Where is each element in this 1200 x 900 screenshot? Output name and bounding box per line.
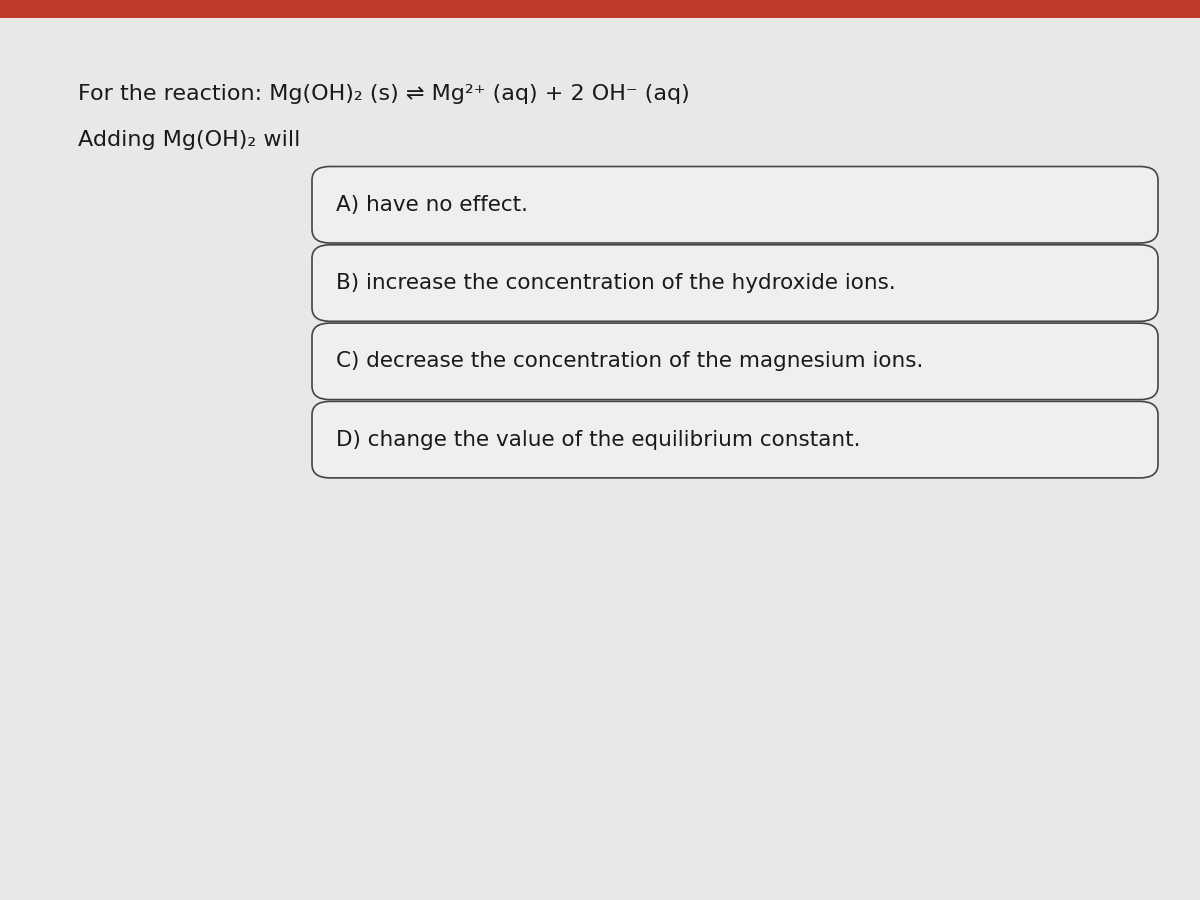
Text: B) increase the concentration of the hydroxide ions.: B) increase the concentration of the hyd… [336,273,895,293]
Text: A) have no effect.: A) have no effect. [336,194,528,215]
FancyBboxPatch shape [312,245,1158,321]
Text: For the reaction: Mg(OH)₂ (s) ⇌ Mg²⁺ (aq) + 2 OH⁻ (aq): For the reaction: Mg(OH)₂ (s) ⇌ Mg²⁺ (aq… [78,85,690,104]
Text: Adding Mg(OH)₂ will: Adding Mg(OH)₂ will [78,130,300,149]
FancyBboxPatch shape [312,166,1158,243]
FancyBboxPatch shape [312,323,1158,400]
FancyBboxPatch shape [0,0,1200,18]
Text: D) change the value of the equilibrium constant.: D) change the value of the equilibrium c… [336,429,860,450]
FancyBboxPatch shape [312,401,1158,478]
Text: C) decrease the concentration of the magnesium ions.: C) decrease the concentration of the mag… [336,351,923,372]
